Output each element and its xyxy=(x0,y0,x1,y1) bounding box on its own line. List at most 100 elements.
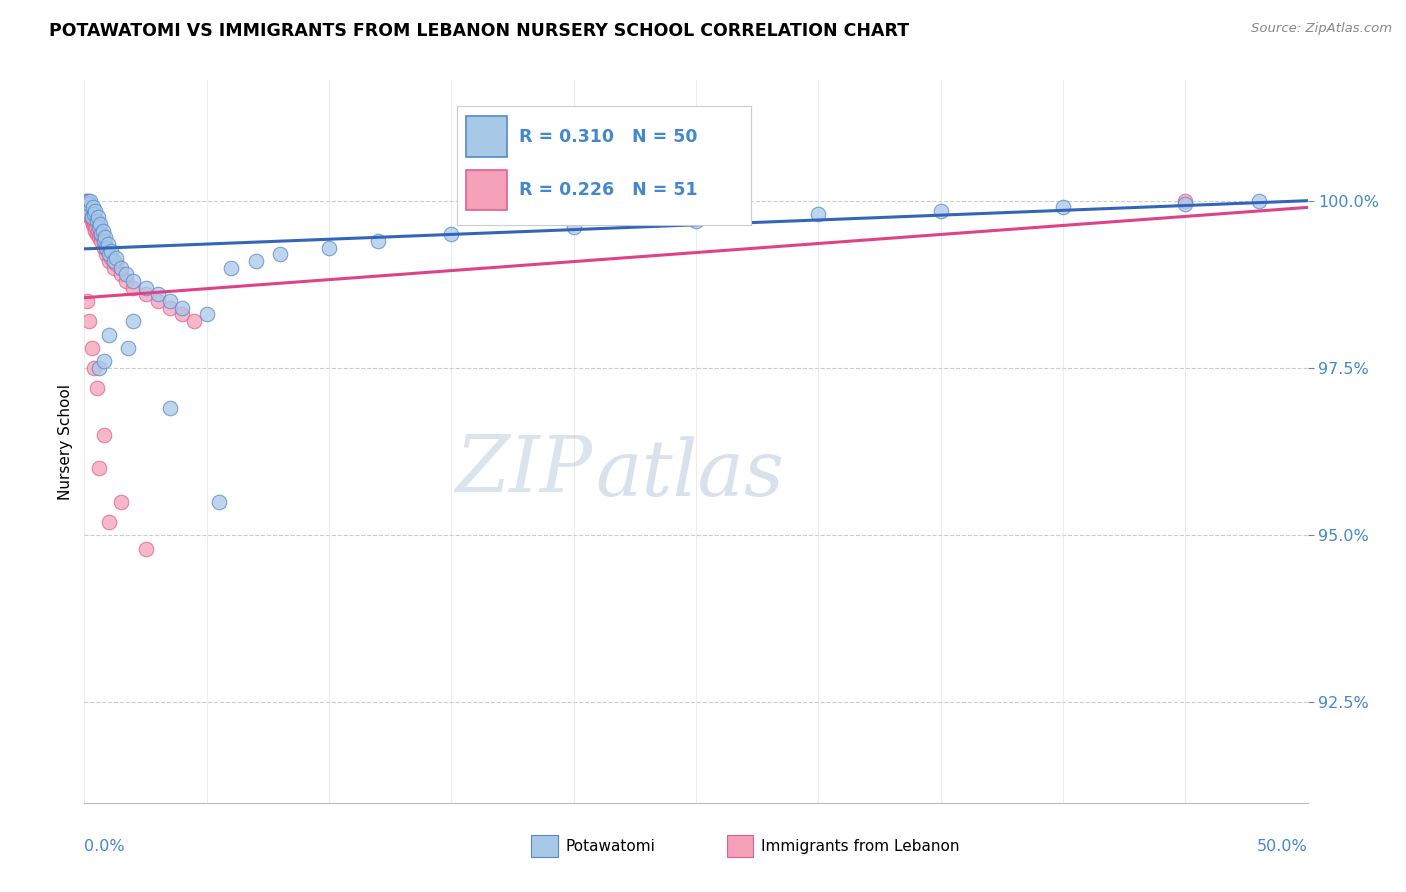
Text: ZIP: ZIP xyxy=(456,433,592,508)
Point xyxy=(93,240,115,254)
Point xyxy=(135,280,157,294)
Point xyxy=(110,260,132,275)
Point xyxy=(93,427,115,442)
Point xyxy=(159,301,181,315)
Point xyxy=(97,253,120,268)
Point xyxy=(122,280,145,294)
Y-axis label: Nursery School: Nursery School xyxy=(58,384,73,500)
Point xyxy=(1174,197,1197,211)
FancyBboxPatch shape xyxy=(531,835,558,857)
Point xyxy=(562,220,585,235)
Point xyxy=(89,217,111,231)
Point xyxy=(97,237,120,252)
Point xyxy=(84,203,107,218)
Point xyxy=(97,327,120,342)
Text: Immigrants from Lebanon: Immigrants from Lebanon xyxy=(761,838,959,854)
Point xyxy=(86,213,108,227)
Point xyxy=(195,308,218,322)
Point xyxy=(82,211,104,225)
Point xyxy=(91,224,114,238)
Point xyxy=(367,234,389,248)
Point xyxy=(103,260,125,275)
Point xyxy=(75,197,97,211)
Point xyxy=(90,234,112,248)
Point xyxy=(146,287,169,301)
Point xyxy=(105,251,128,265)
Point xyxy=(76,200,98,214)
Text: 0.0%: 0.0% xyxy=(84,838,125,854)
Point xyxy=(115,267,138,281)
Point xyxy=(94,230,117,244)
Point xyxy=(1052,200,1074,214)
Point xyxy=(87,224,110,238)
Point xyxy=(269,247,291,261)
Point xyxy=(86,381,108,395)
Point xyxy=(79,211,101,225)
Point xyxy=(105,257,128,271)
Point xyxy=(76,293,98,308)
Point xyxy=(1174,194,1197,208)
Point xyxy=(110,267,132,281)
Text: 50.0%: 50.0% xyxy=(1257,838,1308,854)
Point xyxy=(87,461,110,475)
Point xyxy=(685,213,707,227)
Point xyxy=(84,220,107,235)
Point xyxy=(1247,194,1270,208)
Point xyxy=(245,253,267,268)
Point xyxy=(100,251,122,265)
Point xyxy=(91,230,114,244)
Point xyxy=(318,240,340,254)
Point xyxy=(83,360,105,375)
Point xyxy=(87,360,110,375)
Point xyxy=(96,240,118,254)
Point xyxy=(208,494,231,508)
Point xyxy=(183,314,205,328)
Point xyxy=(97,244,120,258)
Point xyxy=(80,207,103,221)
Point xyxy=(97,515,120,529)
Text: atlas: atlas xyxy=(596,436,785,512)
Point xyxy=(77,194,100,208)
Point xyxy=(117,341,139,355)
Point xyxy=(80,211,103,225)
Point xyxy=(77,197,100,211)
FancyBboxPatch shape xyxy=(727,835,754,857)
Point xyxy=(83,217,105,231)
Point xyxy=(77,207,100,221)
Point xyxy=(115,274,138,288)
Point xyxy=(82,200,104,214)
Point xyxy=(76,194,98,208)
Point xyxy=(97,247,120,261)
Point xyxy=(77,200,100,214)
Point xyxy=(82,217,104,231)
Point xyxy=(76,203,98,218)
Point xyxy=(77,203,100,218)
Point xyxy=(77,314,100,328)
Point xyxy=(929,203,952,218)
Point xyxy=(440,227,463,241)
Point xyxy=(84,224,107,238)
Point xyxy=(96,247,118,261)
Point xyxy=(75,194,97,208)
Point xyxy=(159,293,181,308)
Text: Potawatomi: Potawatomi xyxy=(565,838,655,854)
Point xyxy=(103,253,125,268)
Point xyxy=(93,234,115,248)
Point xyxy=(87,220,110,235)
Point xyxy=(87,230,110,244)
Point xyxy=(87,211,110,225)
Point xyxy=(122,274,145,288)
Point xyxy=(80,213,103,227)
Point xyxy=(100,244,122,258)
Point xyxy=(89,227,111,241)
Point xyxy=(80,341,103,355)
Point xyxy=(83,220,105,235)
Point xyxy=(146,293,169,308)
Point xyxy=(159,401,181,415)
Point xyxy=(86,227,108,241)
Point xyxy=(172,301,194,315)
Point xyxy=(122,314,145,328)
Point xyxy=(135,541,157,556)
Point xyxy=(94,237,117,252)
Point xyxy=(90,227,112,241)
